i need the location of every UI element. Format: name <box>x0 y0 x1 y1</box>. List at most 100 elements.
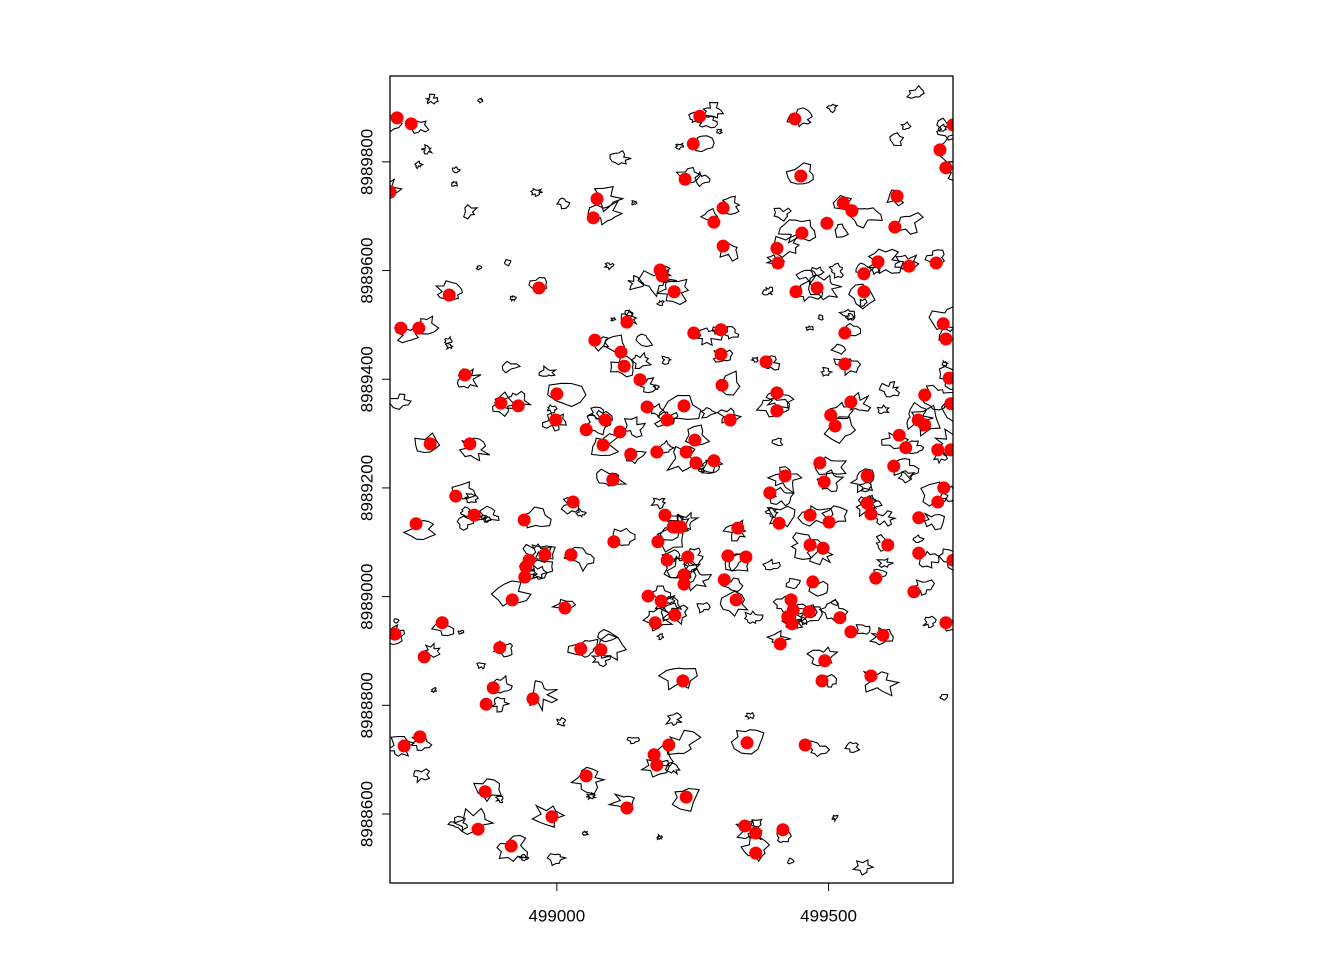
point <box>784 593 798 607</box>
outline <box>451 180 458 187</box>
outline <box>390 178 403 200</box>
point <box>505 593 519 607</box>
point <box>397 739 411 753</box>
point <box>776 823 790 837</box>
point <box>731 521 745 535</box>
outline <box>912 534 925 544</box>
point <box>677 568 691 582</box>
outline <box>457 629 465 635</box>
point <box>876 628 890 642</box>
outline <box>831 814 839 823</box>
point <box>763 486 777 500</box>
point <box>412 321 426 335</box>
outline <box>684 424 711 446</box>
y-tick-label: 8989800 <box>357 129 376 195</box>
outline <box>475 265 483 271</box>
point <box>892 428 906 442</box>
outline <box>456 515 475 531</box>
point <box>641 589 655 603</box>
point <box>715 378 729 392</box>
outline <box>764 506 779 519</box>
point <box>714 347 728 361</box>
point <box>907 585 921 599</box>
point <box>749 846 763 860</box>
outline <box>531 804 566 828</box>
point <box>902 259 916 273</box>
outline <box>444 342 454 351</box>
y-tick-label: 8989600 <box>357 237 376 303</box>
point <box>648 616 662 630</box>
point <box>579 769 593 783</box>
point <box>594 643 608 657</box>
outline <box>501 360 522 374</box>
point <box>564 548 578 562</box>
point <box>607 535 621 549</box>
outline <box>430 686 438 694</box>
point <box>558 601 572 615</box>
outline <box>630 351 653 369</box>
point <box>912 511 926 525</box>
outline <box>937 123 949 132</box>
point <box>749 826 763 840</box>
outline <box>657 667 698 691</box>
point <box>707 454 721 468</box>
outline <box>451 166 461 174</box>
outline <box>761 558 781 571</box>
point <box>939 332 953 346</box>
outline <box>424 93 439 105</box>
point <box>788 112 802 126</box>
point <box>677 399 691 413</box>
outline <box>833 358 862 377</box>
y-tick-label: 8989000 <box>357 564 376 630</box>
outline <box>859 298 868 307</box>
point <box>538 548 552 562</box>
y-tick-label: 8988600 <box>357 781 376 847</box>
outline <box>785 162 814 185</box>
point <box>550 387 564 401</box>
outline <box>773 207 792 222</box>
point <box>693 109 707 123</box>
point <box>687 326 701 340</box>
point <box>810 281 824 295</box>
point <box>838 357 852 371</box>
x-tick-label: 499000 <box>528 906 585 925</box>
point <box>679 445 693 459</box>
outline <box>807 740 831 758</box>
outline <box>631 199 638 206</box>
outline <box>463 204 479 220</box>
outline <box>509 294 517 303</box>
outline <box>547 382 587 408</box>
point <box>590 192 604 206</box>
outline <box>862 670 901 697</box>
point <box>933 143 947 157</box>
point <box>864 507 878 521</box>
outline <box>922 615 937 629</box>
point <box>669 520 683 534</box>
point <box>857 267 871 281</box>
outline <box>575 508 588 519</box>
outline <box>939 693 949 701</box>
outline <box>675 166 702 184</box>
point <box>660 413 674 427</box>
point <box>566 495 580 509</box>
outline <box>402 519 437 541</box>
outline <box>730 729 765 755</box>
outline <box>674 142 685 150</box>
point <box>815 674 829 688</box>
outline <box>777 219 817 244</box>
point <box>668 608 682 622</box>
outline <box>390 735 416 757</box>
outline <box>489 696 511 713</box>
outline <box>414 160 425 170</box>
point <box>739 550 753 564</box>
point <box>463 437 477 451</box>
outline <box>938 548 953 571</box>
point <box>493 641 507 655</box>
point <box>759 355 773 369</box>
point <box>598 413 612 427</box>
point <box>817 475 831 489</box>
outline <box>830 343 847 355</box>
point <box>435 616 449 630</box>
point <box>716 201 730 215</box>
point <box>881 538 895 552</box>
